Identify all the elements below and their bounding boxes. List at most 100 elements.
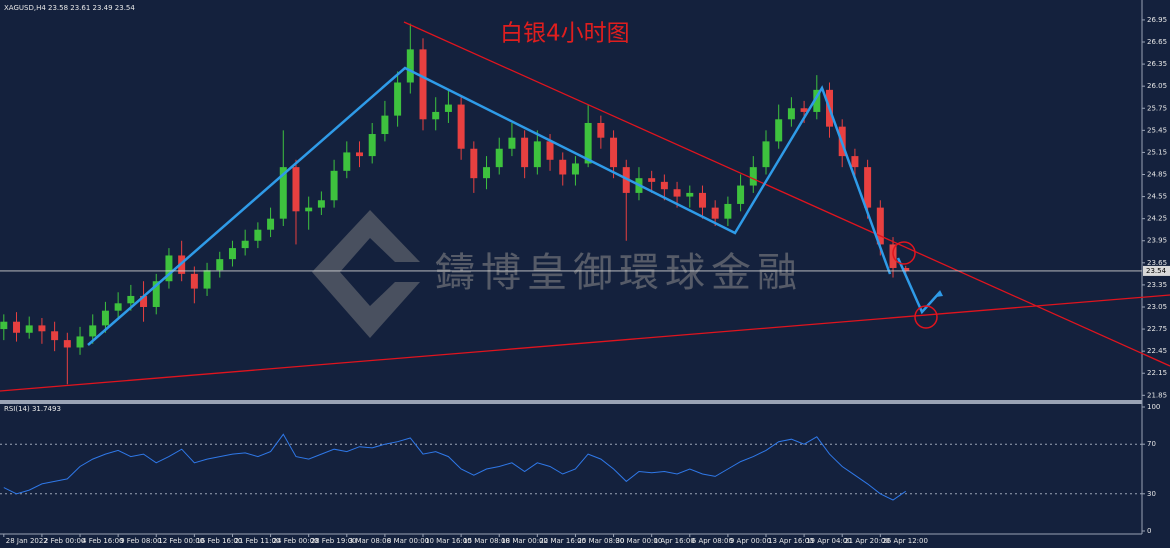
y-tick-label: 24.85 (1147, 171, 1167, 179)
support-line (0, 294, 1170, 392)
candle-body (444, 104, 452, 112)
candle-body (330, 170, 338, 201)
candle-body (381, 115, 389, 135)
y-tick-label: 22.15 (1147, 369, 1167, 377)
candle-body (673, 189, 681, 197)
rsi-line (3, 433, 906, 501)
candle-body (216, 259, 224, 271)
forecast-arrow (896, 257, 941, 315)
candle-body (762, 141, 770, 168)
x-tick-label: 22 Mar 16:00 (539, 537, 586, 545)
candle-body (0, 321, 8, 330)
x-tick-label: 18 Mar 00:00 (501, 537, 548, 545)
annotations (0, 21, 1170, 392)
x-tick-label: 9 Feb 08:00 (120, 537, 161, 545)
y-tick-label: 26.95 (1147, 16, 1167, 24)
candle-body (470, 148, 478, 179)
candle-body (343, 152, 351, 171)
candle-body (267, 218, 275, 230)
candle-body (851, 156, 859, 168)
candle-body (254, 229, 262, 241)
candle-body (787, 108, 795, 120)
candle-body (813, 89, 821, 112)
x-tick-label: 6 Apr 08:00 (692, 537, 733, 545)
y-tick-label: 25.75 (1147, 104, 1167, 112)
candle-body (394, 82, 402, 116)
chart-header: XAGUSD,H4 23.58 23.61 23.49 23.54 (4, 4, 135, 12)
y-tick-label: 25.45 (1147, 126, 1167, 134)
y-tick-label: 23.95 (1147, 237, 1167, 245)
candle-body (686, 192, 694, 197)
x-tick-label: 25 Mar 08:00 (577, 537, 624, 545)
resistance-line (403, 21, 1170, 367)
y-tick-label: 22.75 (1147, 325, 1167, 333)
candle-body (76, 336, 84, 348)
candle-body (495, 148, 503, 168)
candle-body (546, 141, 554, 160)
x-tick-label: 28 Feb 19:00 (311, 537, 357, 545)
x-tick-label: 13 Apr 16:00 (768, 537, 814, 545)
candle-body (228, 248, 236, 260)
candle-body (800, 108, 808, 112)
y-tick-label: 24.55 (1147, 193, 1167, 201)
y-tick-label: 26.65 (1147, 38, 1167, 46)
y-tick-label: 23.65 (1147, 259, 1167, 267)
x-tick-label: 2 Feb 00:00 (44, 537, 85, 545)
rsi-tick-label: 100 (1147, 403, 1160, 411)
candle-body (508, 137, 516, 149)
x-tick-label: 19 Apr 04:00 (806, 537, 852, 545)
candle-body (737, 185, 745, 204)
candle-body (648, 178, 656, 182)
arrow-head (936, 290, 943, 297)
chart-title: 白银4小时图 (500, 21, 630, 47)
candle-body (25, 325, 33, 333)
x-tick-label: 8 Mar 00:00 (387, 537, 429, 545)
candle-body (698, 192, 706, 208)
x-tick-label: 1 Apr 16:00 (654, 537, 695, 545)
candle-body (483, 167, 491, 179)
candle-body (432, 111, 440, 120)
last-price-label: 23.54 (1146, 267, 1167, 275)
candle-body (521, 137, 529, 168)
candle-body (38, 325, 46, 332)
candle-body (305, 207, 313, 212)
y-tick-label: 23.05 (1147, 303, 1167, 311)
candle-body (571, 163, 579, 175)
candle-body (63, 340, 71, 348)
candle-body (152, 281, 160, 307)
candle-body (368, 134, 376, 157)
x-tick-label: 28 Jan 2022 (6, 537, 48, 545)
candle-body (660, 181, 668, 190)
candle-body (241, 240, 249, 249)
candle-body (292, 167, 300, 212)
candle-body (101, 310, 109, 326)
highlight-circle (914, 305, 938, 329)
x-tick-label: 10 Mar 16:00 (425, 537, 472, 545)
x-tick-label: 21 Feb 11:00 (234, 537, 280, 545)
y-tick-label: 24.25 (1147, 215, 1167, 223)
candle-body (406, 49, 414, 83)
x-tick-label: 3 Mar 08:00 (349, 537, 391, 545)
watermark-text: 鑄博皇御環球金融 (435, 250, 803, 296)
x-tick-label: 16 Feb 16:00 (196, 537, 242, 545)
candle-body (114, 303, 122, 311)
candle-body (419, 49, 427, 120)
candle-body (902, 267, 910, 271)
candle-body (876, 207, 884, 245)
y-tick-label: 22.45 (1147, 347, 1167, 355)
y-tick-label: 23.35 (1147, 281, 1167, 289)
x-tick-label: 21 Apr 20:00 (844, 537, 890, 545)
x-tick-label: 4 Feb 16:00 (82, 537, 123, 545)
candle-body (457, 104, 465, 149)
x-tick-label: 12 Feb 00:00 (158, 537, 204, 545)
x-tick-label: 15 Mar 08:00 (463, 537, 510, 545)
candle-body (190, 273, 198, 289)
candle-body (711, 207, 719, 219)
watermark-logo (312, 210, 420, 338)
y-tick-label: 21.85 (1147, 391, 1167, 399)
x-tick-label: 9 Apr 00:00 (730, 537, 771, 545)
candle-body (610, 137, 618, 168)
candle-body (749, 167, 757, 186)
candle-body (775, 119, 783, 142)
